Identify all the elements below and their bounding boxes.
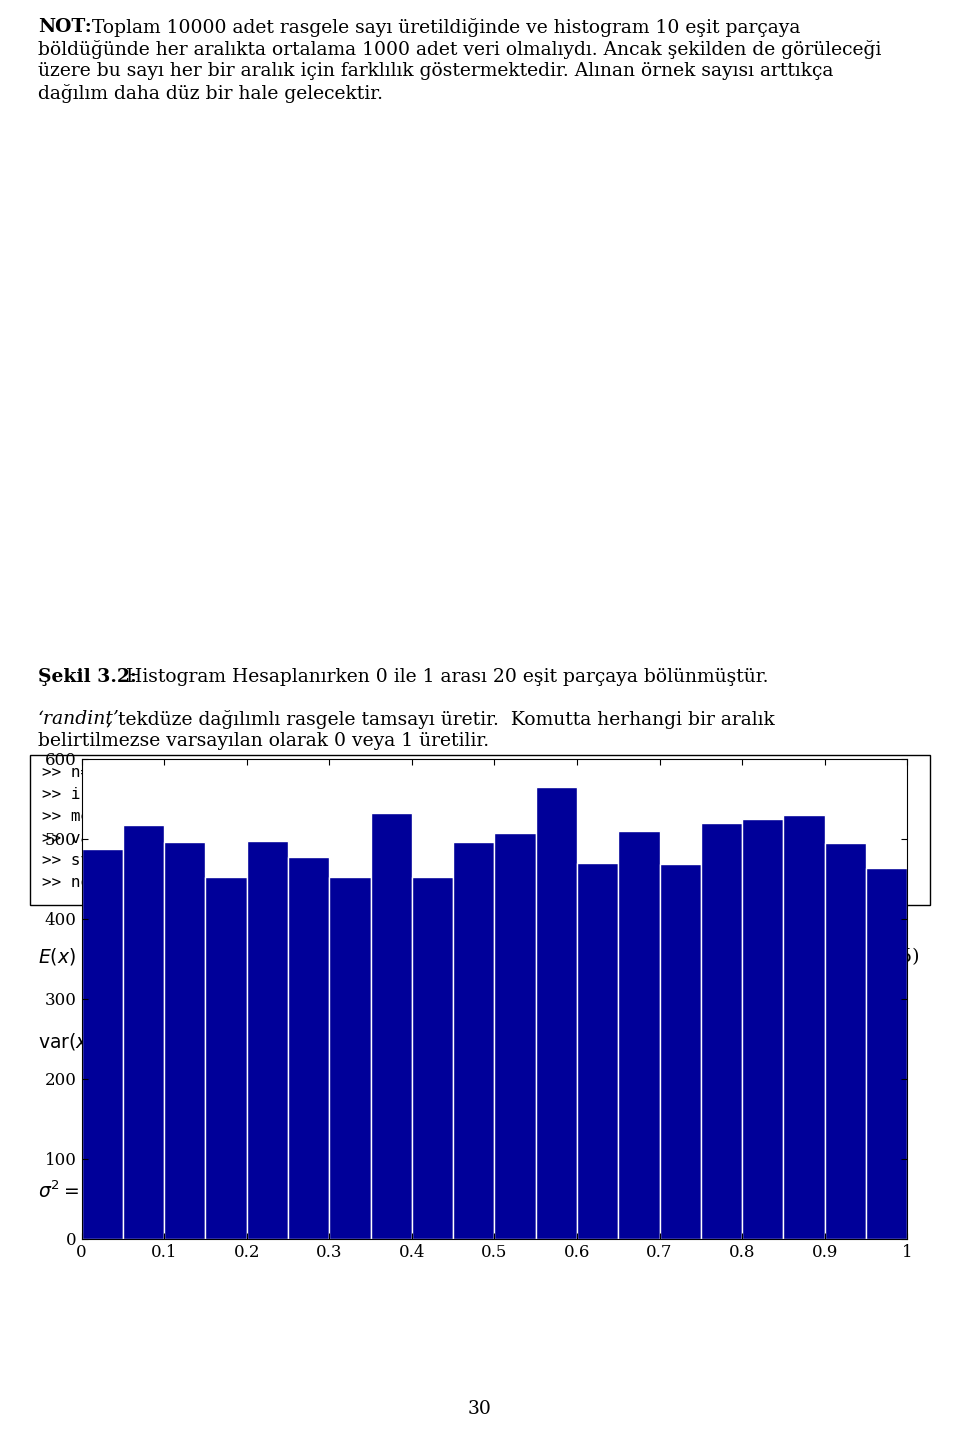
Bar [371,813,412,1239]
Text: Toplam 10000 adet rasgele sayı üretildiğinde ve histogram 10 eşit parçaya: Toplam 10000 adet rasgele sayı üretildiğ… [86,19,801,37]
Bar [618,831,660,1239]
Bar [412,878,453,1239]
Text: % toplam(x pi): % toplam(x pi) [372,809,507,823]
Bar [783,815,825,1239]
Text: >> var(ikili_uret): >> var(ikili_uret) [42,831,215,848]
Bar [742,819,783,1239]
Bar [164,842,205,1239]
Text: $\sigma^2 = 0.25 \Rightarrow \sigma = 0.5$: $\sigma^2 = 0.25 \Rightarrow \sigma = 0.… [38,1180,211,1201]
Bar [30,755,930,905]
Text: üzere bu sayı her bir aralık için farklılık göstermektedir. Alınan örnek sayısı : üzere bu sayı her bir aralık için farklı… [38,62,833,80]
Text: NOT:: NOT: [38,19,92,36]
Text: >> std(ikili_uret): >> std(ikili_uret) [42,853,215,869]
Text: >> n=10000;: >> n=10000; [42,765,148,780]
Bar [701,823,742,1239]
Bar [329,878,371,1239]
Bar [453,842,494,1239]
Bar [82,849,123,1239]
Bar [825,843,866,1239]
Text: , tekdüze dağılımlı rasgele tamsayı üretir.  Komutta herhangi bir aralık: , tekdüze dağılımlı rasgele tamsayı üret… [106,710,775,729]
Bar [288,856,329,1239]
Text: belirtilmezse varsayılan olarak 0 veya 1 üretilir.: belirtilmezse varsayılan olarak 0 veya 1… [38,732,490,750]
Bar [577,863,618,1239]
Text: böldüğünde her aralıkta ortalama 1000 adet veri olmalıydı. Ancak şekilden de gör: böldüğünde her aralıkta ortalama 1000 ad… [38,40,881,59]
Text: % toplam((x-mx)^2pi): % toplam((x-mx)^2pi) [372,831,564,846]
Text: 30: 30 [468,1400,492,1418]
Text: $= 0.5^3 + 0.5^3 = 0.25$: $= 0.5^3 + 0.5^3 = 0.25$ [93,1110,281,1131]
Bar [866,868,907,1239]
Bar [660,865,701,1239]
Bar [536,788,577,1239]
Bar [205,878,247,1239]
Bar [494,833,536,1239]
Text: Şekil 3.2:: Şekil 3.2: [38,667,137,686]
Text: >> norm(ikili_uret-mean(ikili_uret))^2/10000: >> norm(ikili_uret-mean(ikili_uret))^2/1… [42,875,466,891]
Bar [247,842,288,1239]
Text: >> ikili_uret=randint(1,n);: >> ikili_uret=randint(1,n); [42,788,301,803]
Text: (3.5): (3.5) [876,948,920,967]
Text: $E(x) = \sum_{i} x_i p_i = \dfrac{1}{2}(0) + \dfrac{1}{2}(1) = 0.5$: $E(x) = \sum_{i} x_i p_i = \dfrac{1}{2}(… [38,939,328,985]
Text: dağılım daha düz bir hale gelecektir.: dağılım daha düz bir hale gelecektir. [38,84,383,103]
Text: ‘randint’: ‘randint’ [38,710,120,727]
Text: $\mathrm{var}(x) = \sum_{i} (x_i - m_x)^2 p_i = \dfrac{1}{2}(0 - 0.5)^2 + \dfrac: $\mathrm{var}(x) = \sum_{i} (x_i - m_x)^… [38,1025,491,1070]
Text: Histogram Hesaplanırken 0 ile 1 arası 20 eşit parçaya bölünmüştür.: Histogram Hesaplanırken 0 ile 1 arası 20… [120,667,769,686]
Bar [123,825,164,1239]
Text: %örnek sayisi: %örnek sayisi [372,765,497,780]
Text: >> mean(ikili_uret): >> mean(ikili_uret) [42,809,225,825]
